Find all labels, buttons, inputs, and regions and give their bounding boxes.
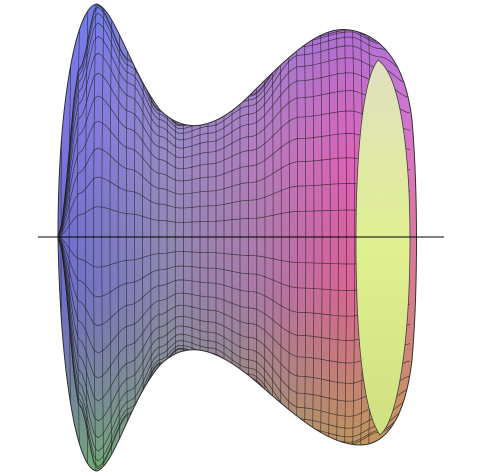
mesh-line [58, 236, 411, 268]
mesh-line [58, 147, 411, 238]
mesh-line [58, 236, 411, 422]
mesh-line [58, 22, 411, 238]
mesh-line [58, 236, 411, 379]
mesh-line [58, 52, 411, 238]
mesh-line [58, 236, 411, 452]
surface [57, 3, 417, 472]
mesh-line [58, 206, 411, 238]
mesh-line [58, 120, 411, 238]
inner-opening [355, 59, 411, 436]
mesh [58, 4, 411, 471]
mesh-line [58, 95, 411, 238]
mesh-line [58, 236, 411, 298]
mesh-line [58, 236, 411, 327]
mesh-line [58, 236, 411, 402]
surface-outline [57, 3, 417, 472]
mesh-line [58, 236, 411, 439]
mesh-line [58, 35, 411, 238]
mesh-line [58, 236, 411, 354]
mesh-line [58, 72, 411, 238]
mesh-line [58, 176, 411, 238]
